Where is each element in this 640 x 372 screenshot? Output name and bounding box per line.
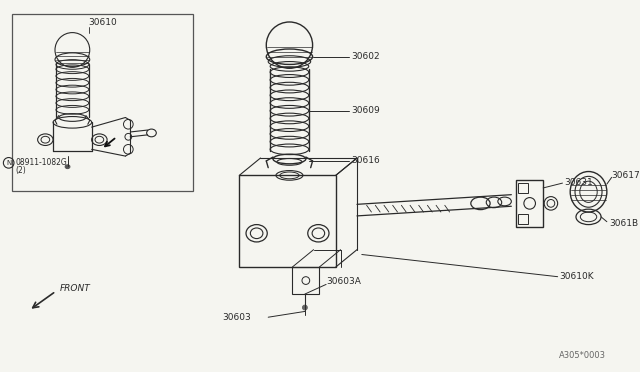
- Ellipse shape: [65, 165, 70, 169]
- Text: A305*0003: A305*0003: [559, 351, 606, 360]
- Bar: [518, 214, 528, 224]
- Bar: [292, 267, 319, 294]
- Text: 30603: 30603: [222, 313, 251, 322]
- Bar: [518, 183, 528, 193]
- Text: (2): (2): [15, 166, 26, 175]
- Text: N: N: [6, 160, 12, 166]
- Ellipse shape: [303, 305, 307, 310]
- Text: 30617: 30617: [612, 171, 640, 180]
- Bar: [239, 175, 336, 267]
- Bar: [12, 14, 193, 191]
- Text: 3061B: 3061B: [609, 219, 638, 228]
- Text: 30609: 30609: [351, 106, 380, 115]
- Text: 30616: 30616: [351, 156, 380, 166]
- Text: 30610: 30610: [89, 19, 118, 28]
- Bar: [516, 180, 543, 227]
- Text: 08911-1082G: 08911-1082G: [15, 158, 67, 167]
- Text: 30631: 30631: [564, 178, 593, 187]
- Text: 30610K: 30610K: [559, 272, 594, 281]
- Text: FRONT: FRONT: [60, 284, 91, 293]
- Text: 30602: 30602: [351, 52, 380, 61]
- Text: 30603A: 30603A: [326, 277, 361, 286]
